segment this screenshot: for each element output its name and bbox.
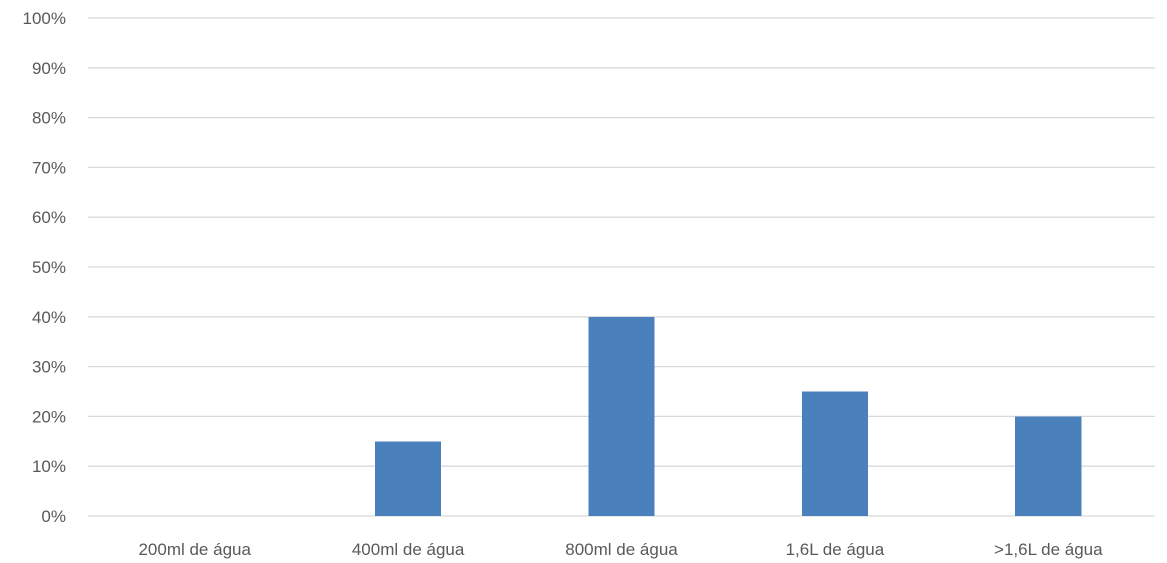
y-tick-label: 40% (32, 308, 66, 327)
bar (801, 391, 868, 516)
y-tick-label: 90% (32, 59, 66, 78)
y-tick-label: 70% (32, 158, 66, 177)
bar (375, 441, 442, 516)
x-tick-label: 400ml de água (352, 540, 465, 559)
y-tick-label: 0% (41, 507, 66, 526)
y-tick-label: 60% (32, 208, 66, 227)
x-tick-label: 200ml de água (138, 540, 251, 559)
y-tick-label: 10% (32, 457, 66, 476)
bar (588, 316, 655, 516)
x-tick-label: >1,6L de água (994, 540, 1103, 559)
bars (375, 316, 1082, 516)
y-tick-label: 50% (32, 258, 66, 277)
y-axis-tick-labels: 0% 10% 20% 30% 40% 50% 60% 70% 80% 90% 100% (23, 9, 66, 526)
x-tick-label: 1,6L de água (786, 540, 885, 559)
y-tick-label: 100% (23, 9, 66, 28)
x-tick-label: 800ml de água (565, 540, 678, 559)
y-tick-label: 30% (32, 358, 66, 377)
y-tick-label: 80% (32, 109, 66, 128)
y-tick-label: 20% (32, 407, 66, 426)
x-axis-tick-labels: 200ml de água 400ml de água 800ml de água 1… (138, 540, 1103, 559)
bar (1015, 416, 1082, 516)
